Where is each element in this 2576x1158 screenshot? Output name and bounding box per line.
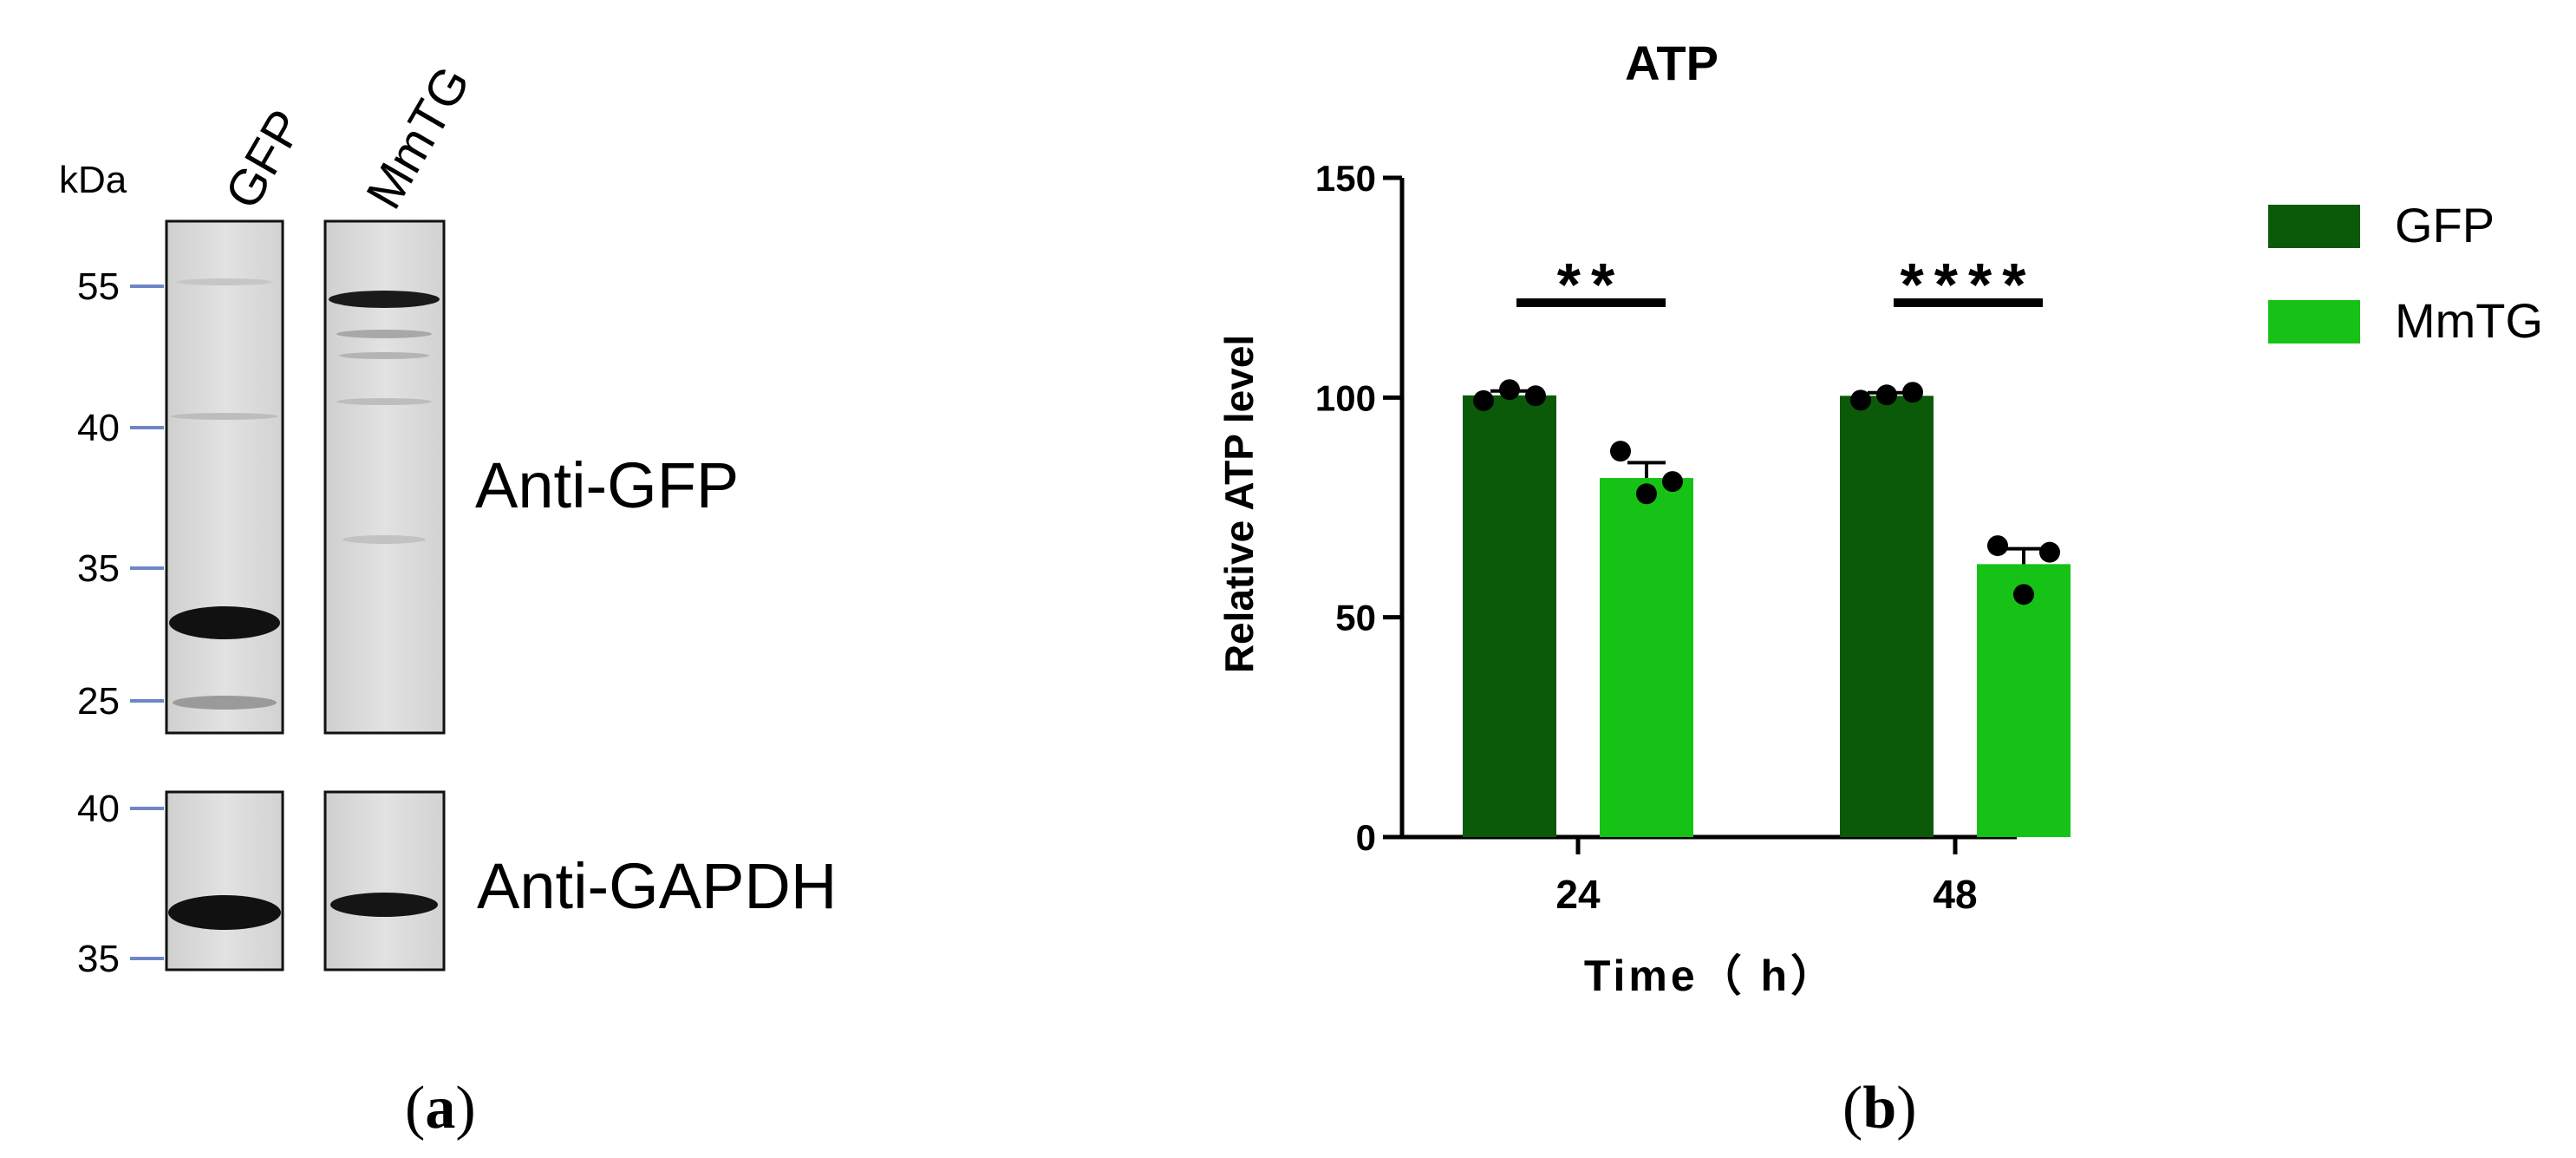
- data-point: [1525, 385, 1546, 407]
- data-point: [1902, 382, 1923, 403]
- legend-swatch-gfp: [2268, 205, 2360, 248]
- data-point: [1499, 379, 1520, 401]
- band-mmtg-36kda: [342, 535, 426, 544]
- gfp-lane-membrane: [165, 219, 284, 735]
- y-tick-label: 150: [1315, 158, 1376, 199]
- band-gfp-42kda: [171, 413, 278, 420]
- data-point: [2039, 541, 2060, 563]
- gfp-lane-gapdh-membrane: [165, 790, 284, 972]
- marker-gapdh-35: 35: [77, 938, 164, 980]
- data-point: [1850, 389, 1871, 411]
- svg-text:55: 55: [77, 265, 120, 308]
- y-axis-label: Relative ATP level: [1216, 335, 1262, 673]
- band-gfp-56kda: [177, 278, 272, 285]
- bar-mmtg-48: [1977, 564, 2071, 837]
- band-gfp-30kda: [169, 606, 280, 639]
- marker-55: 55: [77, 265, 164, 308]
- svg-text:40: 40: [77, 407, 120, 449]
- x-axis-label: Time（ h）: [1584, 952, 1837, 1000]
- kda-label: kDa: [59, 159, 127, 201]
- lane-label-mmtg: MmTG: [355, 57, 481, 219]
- data-point: [2013, 584, 2034, 605]
- significance-stars: **: [1557, 251, 1625, 318]
- caption-b: (b): [1842, 1075, 1917, 1142]
- marker-40: 40: [77, 407, 164, 449]
- svg-text:(b): (b): [1842, 1075, 1917, 1142]
- data-point: [1473, 389, 1494, 411]
- svg-text:40: 40: [77, 788, 120, 830]
- data-point: [1987, 535, 2008, 557]
- anti-gfp-blot: 55 40 35 25 Anti-GFP: [77, 219, 739, 735]
- y-tick-label: 50: [1335, 598, 1376, 638]
- atp-bar-chart: ATP Relative ATP level Time（ h） 0 50 100 15…: [1216, 36, 2543, 1000]
- marker-gapdh-40: 40: [77, 788, 164, 830]
- anti-gapdh-label: Anti-GAPDH: [477, 850, 837, 922]
- svg-text:(a): (a): [405, 1075, 476, 1142]
- marker-25: 25: [77, 680, 164, 723]
- anti-gfp-label: Anti-GFP: [475, 449, 739, 521]
- significance-stars: ****: [1901, 251, 2037, 318]
- legend-label-mmtg: MmTG: [2395, 293, 2543, 348]
- legend-swatch-mmtg: [2268, 300, 2360, 343]
- svg-text:25: 25: [77, 680, 120, 723]
- marker-35: 35: [77, 547, 164, 590]
- x-tick-label: 48: [1933, 872, 1977, 917]
- legend-label-gfp: GFP: [2395, 198, 2494, 252]
- bar-mmtg-24: [1600, 478, 1693, 837]
- caption-a: (a): [405, 1075, 476, 1142]
- y-tick-label: 0: [1356, 817, 1376, 858]
- bar-gfp-48: [1840, 396, 1934, 837]
- band-gfp-gapdh: [168, 895, 281, 930]
- svg-text:35: 35: [77, 938, 120, 980]
- band-mmtg-50kda: [336, 330, 432, 338]
- band-gfp-26kda: [173, 696, 277, 710]
- band-mmtg-gapdh: [330, 893, 438, 917]
- y-tick-label: 100: [1315, 377, 1376, 418]
- chart-title: ATP: [1625, 36, 1718, 90]
- bar-gfp-24: [1463, 395, 1556, 837]
- lane-label-gfp: GFP: [214, 101, 315, 219]
- band-mmtg-55kda: [329, 291, 440, 308]
- x-tick-label: 24: [1555, 872, 1601, 917]
- band-mmtg-48kda: [339, 352, 429, 359]
- data-point: [1876, 384, 1897, 406]
- panel-a-western-blot: kDa GFP MmTG 55 40: [59, 57, 837, 980]
- data-point: [1662, 471, 1683, 493]
- data-point: [1610, 441, 1631, 462]
- mmtg-lane-gapdh-membrane: [323, 790, 446, 972]
- band-mmtg-44kda: [336, 398, 432, 405]
- data-point: [1636, 483, 1657, 505]
- anti-gapdh-blot: 40 35 Anti-GAPDH: [77, 788, 837, 980]
- svg-text:35: 35: [77, 547, 120, 590]
